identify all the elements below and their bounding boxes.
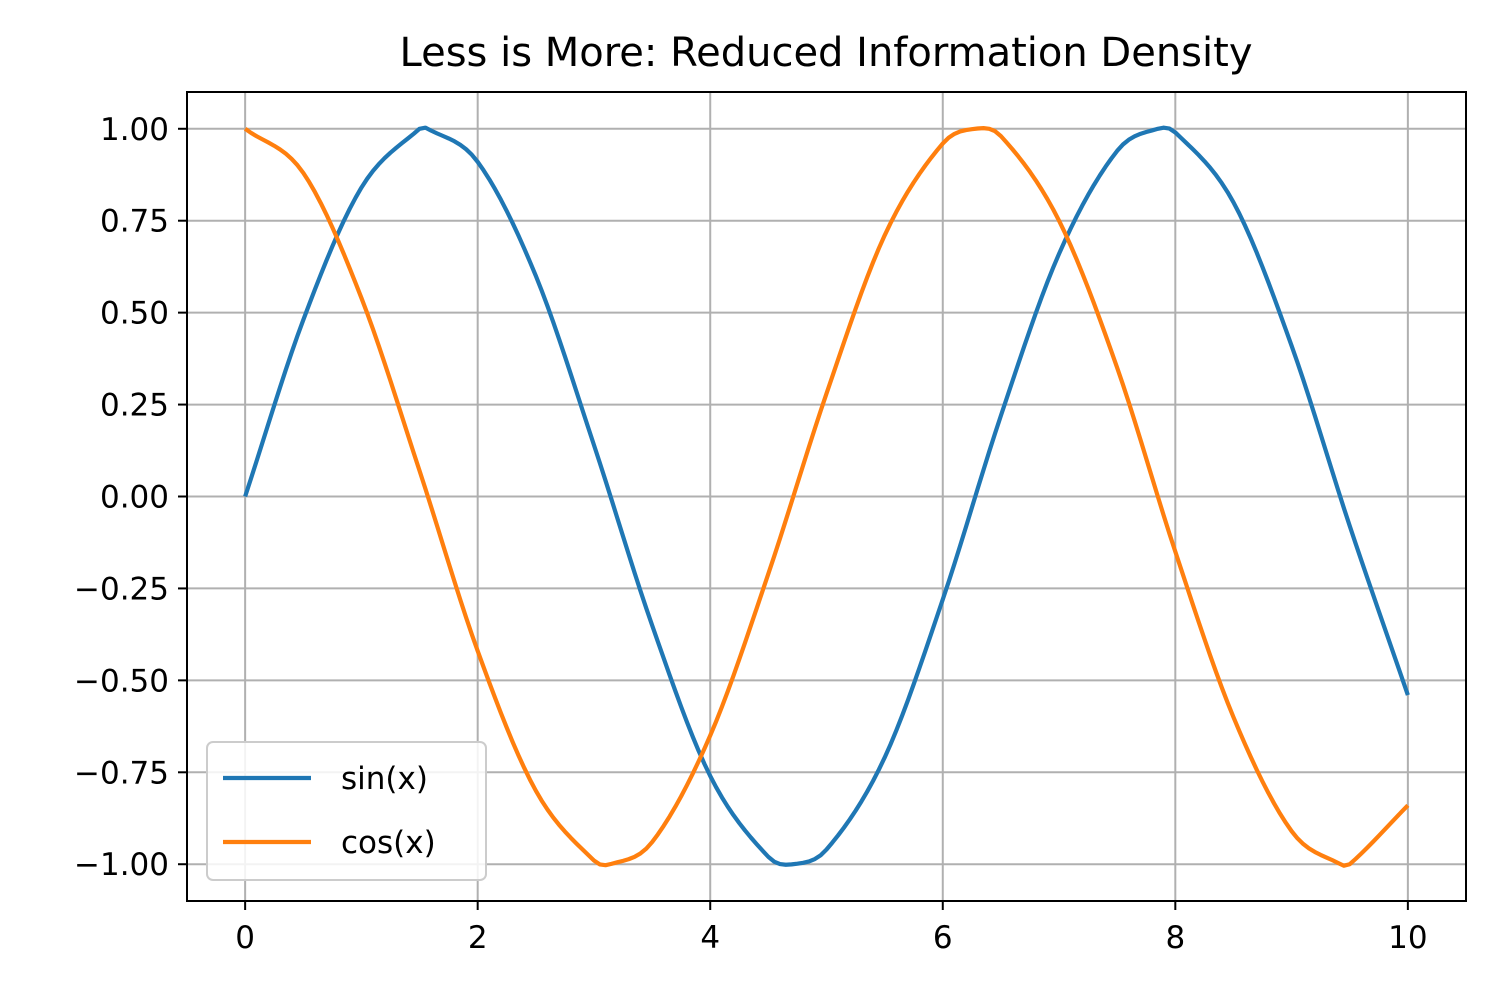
y-tick-label: 0.25 (100, 388, 169, 424)
x-tick-label: 4 (700, 920, 720, 956)
x-tick-label: 6 (933, 920, 953, 956)
legend: sin(x) cos(x) (206, 741, 487, 881)
y-tick-label: −1.00 (74, 847, 169, 883)
y-tick-label: 0.50 (100, 296, 169, 332)
x-tick-label: 10 (1388, 920, 1427, 956)
series-line-0 (243, 125, 1410, 867)
series-line-1 (243, 126, 1410, 868)
axis-ticks: 0 2 4 6 8 10 1.00 0.75 0.50 0.25 0.00 −0.25 −0.50 −0.… (74, 112, 1428, 956)
y-tick-label: 1.00 (100, 112, 169, 148)
legend-label: sin(x) (341, 761, 428, 797)
chart-title: Less is More: Reduced Information Densit… (400, 30, 1253, 76)
y-tick-label: −0.25 (74, 571, 169, 607)
x-tick-label: 0 (235, 920, 255, 956)
y-tick-label: 0.75 (100, 204, 169, 240)
y-tick-label: 0.00 (100, 480, 169, 516)
legend-label: cos(x) (341, 825, 436, 861)
x-tick-label: 2 (468, 920, 488, 956)
series-lines (243, 125, 1410, 868)
gridlines (187, 92, 1466, 901)
y-tick-label: −0.75 (74, 755, 169, 791)
x-tick-label: 8 (1165, 920, 1185, 956)
y-tick-label: −0.50 (74, 663, 169, 699)
